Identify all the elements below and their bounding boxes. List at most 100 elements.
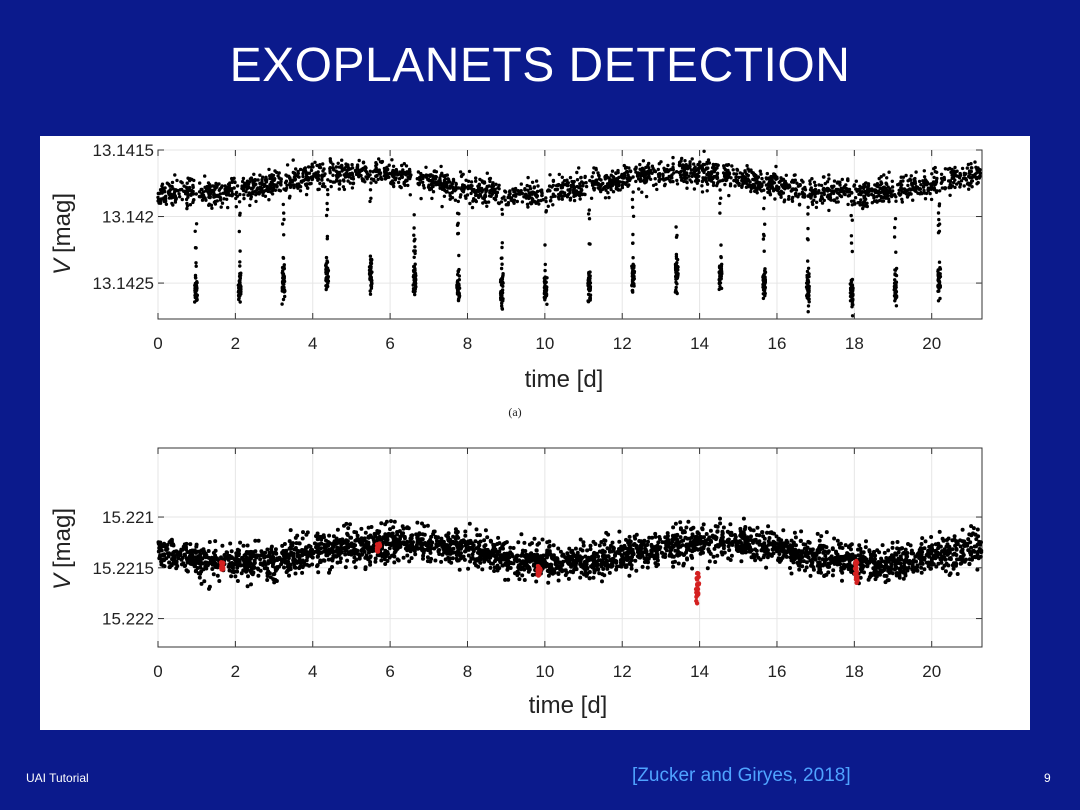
data-point [720,529,725,534]
data-point [914,170,918,174]
data-point [911,198,915,202]
data-point [772,181,777,185]
data-point [499,200,504,204]
data-point [689,535,694,540]
data-point [546,580,551,585]
data-point [368,199,372,204]
data-point [924,182,928,187]
data-point [805,269,810,274]
data-point [830,547,835,552]
data-point [456,272,460,277]
data-point [900,200,904,204]
data-point [813,183,818,188]
data-point [194,284,199,289]
data-point [765,177,769,181]
data-point [607,195,611,200]
data-point [923,178,928,182]
data-point [368,169,372,173]
data-point [428,187,432,192]
data-point [688,162,692,166]
data-point [870,187,874,191]
data-point [503,189,507,193]
data-point [511,193,516,198]
data-point [208,183,212,187]
data-point [199,187,203,192]
data-point [251,192,255,196]
data-point [430,196,434,201]
data-point [677,160,682,165]
data-point [180,547,185,552]
chart-top-xtick-label: 10 [535,334,554,353]
data-point [391,168,395,173]
data-point [249,195,253,199]
data-point [421,180,425,184]
data-point [763,222,767,226]
data-point [368,173,372,177]
data-point [392,171,397,175]
data-point [660,550,665,555]
data-point [409,556,414,561]
data-point [518,192,522,196]
data-point [823,553,828,558]
data-point [514,192,518,196]
data-point [544,280,548,284]
data-point [263,194,268,198]
data-point [646,539,650,544]
data-point [469,180,474,184]
data-point [254,193,258,197]
data-point [853,196,858,200]
data-point [950,167,954,172]
data-point [720,270,724,274]
data-point [478,193,482,197]
data-point [450,182,454,186]
data-point [338,179,342,183]
data-point [325,260,330,264]
data-point [632,266,636,270]
data-point [715,553,720,558]
data-point [692,167,696,172]
data-point [500,241,504,245]
data-point [457,295,461,299]
data-point [320,178,324,182]
data-point [534,579,539,584]
data-point [368,289,372,293]
data-point [852,183,857,187]
data-point [915,565,920,570]
data-point [588,547,593,552]
data-point [396,180,401,185]
data-point [645,176,649,180]
data-point [282,279,287,284]
data-point [229,574,234,579]
data-point [877,198,882,203]
data-point [344,174,349,179]
data-point [644,194,649,199]
data-point [846,177,850,181]
data-point [402,162,406,166]
data-point [854,179,858,183]
data-point [329,184,333,189]
data-point [292,185,296,190]
data-point [737,183,741,187]
data-point [815,200,819,204]
data-point [401,168,405,172]
data-point [488,565,493,570]
data-point [287,539,292,544]
data-point [926,186,931,190]
data-point [515,199,519,204]
data-point [940,536,945,541]
data-point [298,167,303,172]
data-point [198,181,202,185]
data-point [279,182,283,186]
data-point [467,186,471,190]
data-point [325,188,330,192]
data-point [400,163,404,168]
data-point [170,201,174,206]
data-point [670,560,675,565]
data-point [777,552,782,556]
data-point [719,196,723,200]
data-point [501,284,505,288]
data-point [437,179,441,183]
data-point [796,184,801,188]
data-point [879,175,883,179]
data-point [685,167,690,171]
